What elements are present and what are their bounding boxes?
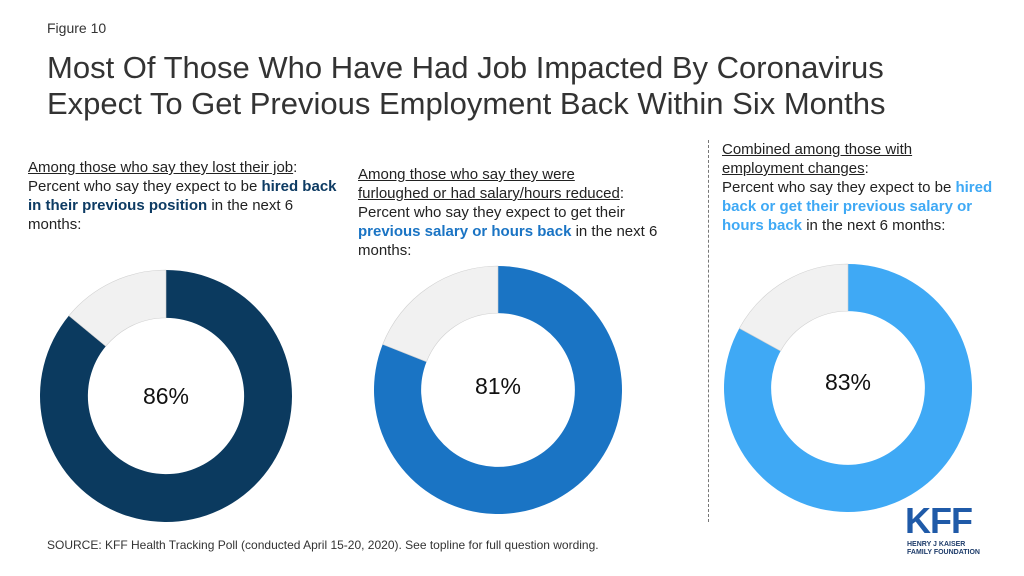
donut-chart-combined: 83% xyxy=(724,263,972,512)
figure-label: Figure 10 xyxy=(47,20,107,36)
caption-combined-post: in the next 6 months: xyxy=(802,217,946,234)
kff-logo-text: KFF xyxy=(905,500,973,541)
donut-chart-furloughed: 81% xyxy=(374,265,622,514)
caption-furloughed-pre: Percent who say they expect to get their xyxy=(358,204,625,221)
caption-furloughed-emphasis: previous salary or hours back xyxy=(358,223,572,240)
donut-lost-job-expect-segment xyxy=(39,270,292,522)
donut-lost-job-remainder-segment xyxy=(68,269,167,347)
caption-combined-emphasis: hired back or get their previous salary … xyxy=(722,179,993,234)
donut-combined-remainder-segment xyxy=(738,263,849,352)
chart-title-line2: Expect To Get Previous Employment Back W… xyxy=(47,86,886,121)
caption-furloughed-colon: : xyxy=(619,185,625,202)
donut-furloughed-expect-segment xyxy=(374,266,622,514)
caption-furloughed-post: in the next 6 months: xyxy=(358,223,658,259)
chart-title: Most Of Those Who Have Had Job Impacted … xyxy=(47,50,987,122)
caption-combined-colon: : xyxy=(864,160,869,177)
donut-combined-value-label: 83% xyxy=(825,369,871,395)
caption-lost-job-emphasis: hired back in their previous position xyxy=(28,178,337,214)
kff-logo-subtitle: HENRY J KAISER FAMILY FOUNDATION xyxy=(907,541,980,557)
caption-lost-job-pre: Percent who say they expect to be xyxy=(28,178,262,195)
caption-combined-group-line1: Combined among those with xyxy=(722,141,913,158)
donut-furloughed-value-label: 81% xyxy=(475,373,521,399)
caption-furloughed-group-line2: furloughed or had salary/hours reduced xyxy=(358,185,620,202)
caption-furloughed-group-line1: Among those who say they were xyxy=(358,166,575,183)
caption-lost-job-post: in the next 6 months: xyxy=(28,197,294,233)
source-note: SOURCE: KFF Health Tracking Poll (conduc… xyxy=(47,538,599,552)
caption-combined: Combined among those with employment cha… xyxy=(722,140,1012,235)
kff-logo-subtitle-line1: HENRY J KAISER xyxy=(907,541,966,548)
caption-lost-job: Among those who say they lost their job:… xyxy=(28,158,346,234)
caption-combined-pre: Percent who say they expect to be xyxy=(722,179,956,196)
caption-lost-job-colon: : xyxy=(293,159,298,176)
chart-title-line1: Most Of Those Who Have Had Job Impacted … xyxy=(47,50,884,85)
donut-chart-lost-job: 86% xyxy=(39,269,292,522)
caption-furloughed: Among those who say they were furloughed… xyxy=(358,165,688,260)
donut-combined-expect-segment xyxy=(724,264,972,512)
kff-logo-subtitle-line2: FAMILY FOUNDATION xyxy=(907,549,980,556)
panel-divider xyxy=(708,140,709,522)
caption-lost-job-group: Among those who say they lost their job xyxy=(28,159,294,176)
donut-lost-job-value-label: 86% xyxy=(143,383,189,409)
caption-combined-group-line2: employment changes xyxy=(722,160,865,177)
donut-furloughed-remainder-segment xyxy=(382,265,499,363)
kff-logo: KFF HENRY J KAISER FAMILY FOUNDATION xyxy=(905,500,995,560)
